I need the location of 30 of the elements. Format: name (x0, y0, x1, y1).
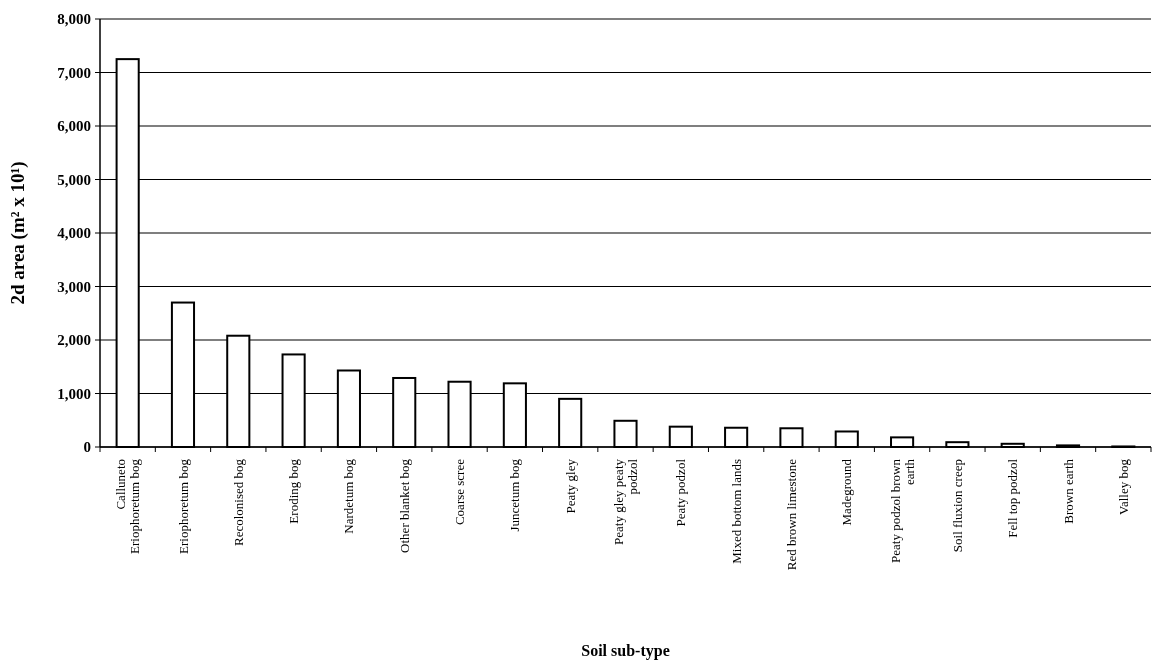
x-tick-label: Juncetum bog (507, 458, 523, 532)
x-tick-label: Peaty podzol (673, 458, 689, 527)
x-tick-label: Valley bog (1115, 458, 1131, 515)
y-tick-label: 7,000 (57, 64, 91, 81)
x-tick-label: Eriophoretum bog (175, 458, 191, 554)
x-tick-label: Peaty gley peaty podzol (611, 458, 641, 545)
y-tick-label: 1,000 (57, 385, 91, 402)
x-axis-title: Soil sub-type (581, 642, 670, 660)
x-tick-label: Coarse scree (452, 458, 468, 526)
x-tick-label: Brown earth (1060, 458, 1076, 524)
x-tick-label: Madeground (839, 458, 855, 526)
y-tick-label: 6,000 (57, 118, 91, 135)
x-tick-label: Peaty podzol brown earth (887, 458, 917, 563)
x-tick-label: Peaty gley (562, 458, 578, 514)
y-tick-label: 8,000 (57, 11, 91, 28)
x-tick-label: Nardetum bog (341, 458, 357, 534)
y-tick-label: 3,000 (57, 278, 91, 295)
x-tick-label: Other blanket bog (396, 458, 412, 553)
x-tick-label: Mixed bottom lands (728, 459, 744, 564)
y-tick-label: 2,000 (57, 332, 91, 349)
x-tick-label: Red brown limestone (784, 458, 799, 571)
y-tick-label: 5,000 (57, 171, 91, 188)
x-tick-label: Recolonised bog (230, 458, 246, 547)
y-tick-label: 0 (83, 439, 91, 456)
y-axis-title: 2d area (m² x 10¹) (7, 161, 29, 305)
x-tick-label: Calluneto Eriophoretum bog (113, 458, 143, 554)
x-tick-label: Eroding bog (286, 458, 302, 524)
x-tick-label: Fell top podzol (1005, 458, 1021, 538)
x-tick-label: Soil fluxion creep (949, 459, 965, 553)
y-tick-label: 4,000 (57, 225, 91, 242)
